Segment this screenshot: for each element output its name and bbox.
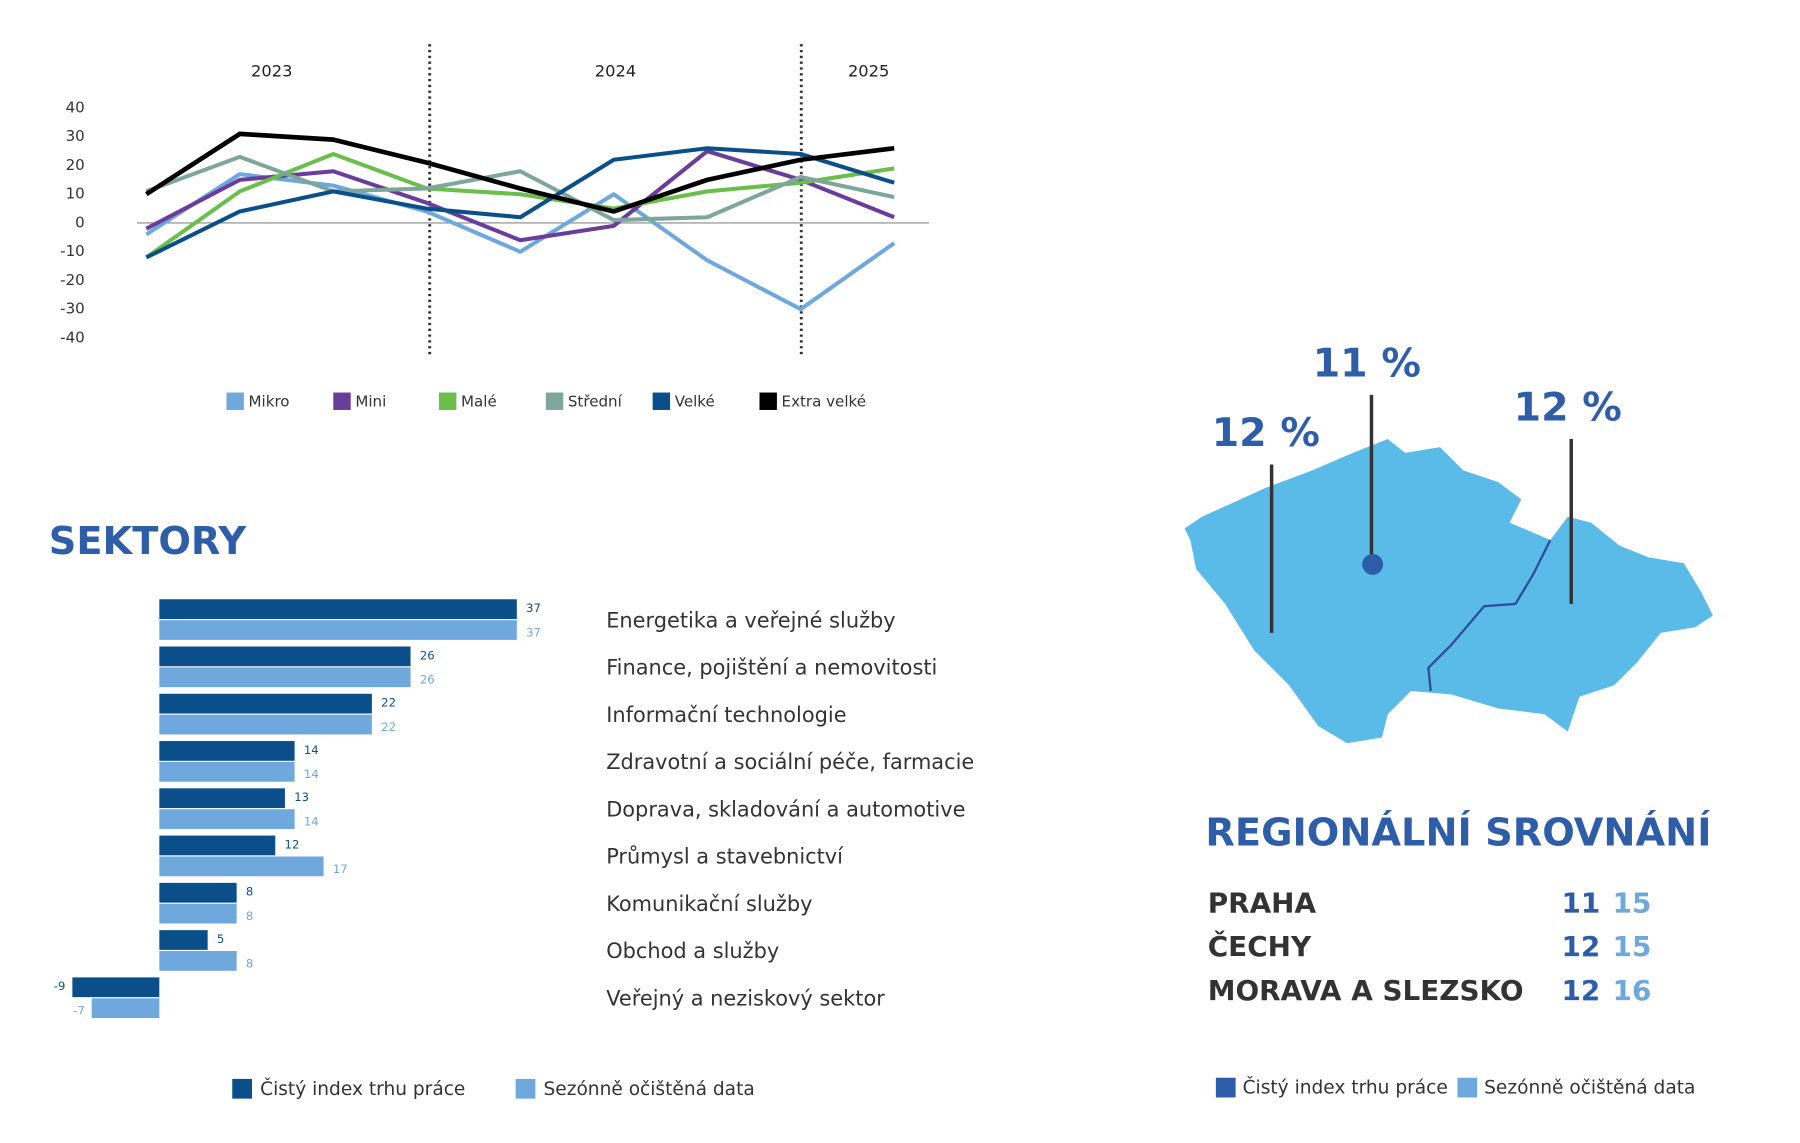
region-value: 16 [1613, 974, 1652, 1007]
legend-label: Mini [355, 392, 386, 410]
legend-swatch [226, 392, 244, 410]
y-tick-label: -10 [60, 242, 85, 260]
legend-label: Malé [461, 392, 497, 410]
bar [159, 930, 208, 950]
map [1184, 438, 1713, 744]
bar [159, 951, 237, 971]
legend-swatch [333, 392, 351, 410]
value-label: 13 [294, 790, 309, 804]
bar [159, 788, 285, 809]
legend-swatch [759, 392, 777, 410]
bar [72, 977, 160, 998]
line [145, 154, 895, 223]
category-label: Zdravotní a sociální péče, farmacie [606, 750, 974, 774]
legend-label: Střední [568, 392, 623, 410]
legend-label: Sezónně očištěná data [1484, 1078, 1695, 1099]
y-tick-label: -40 [60, 328, 85, 346]
year-label: 2025 [848, 62, 889, 81]
legend-label: Mikro [249, 392, 290, 410]
category-label: Obchod a služby [606, 939, 779, 963]
category-label: Finance, pojištění a nemovitosti [606, 656, 937, 680]
value-label: 37 [526, 601, 541, 615]
legend-label: Extra velké [782, 392, 866, 410]
region-value: 12 [1561, 974, 1600, 1007]
pointer-dot [1362, 553, 1384, 575]
category-label: Informační technologie [606, 703, 846, 727]
category-label: Doprava, skladování a automotive [606, 797, 965, 821]
value-label: 26 [420, 673, 435, 687]
map-border [1427, 539, 1552, 692]
value-label: 14 [304, 743, 319, 757]
y-tick-label: -20 [60, 271, 85, 289]
legend-swatch [438, 392, 457, 410]
line [145, 151, 895, 260]
value-label: 26 [420, 648, 435, 662]
region-name: ČECHY [1208, 929, 1312, 963]
y-tick-label: 20 [66, 156, 85, 174]
bar [159, 903, 237, 924]
line [145, 131, 895, 214]
year-label: 2023 [251, 62, 292, 81]
region-value: 11 [1561, 887, 1600, 920]
legend-label: Čistý index trhu práce [1243, 1075, 1448, 1099]
y-tick-label: 0 [75, 213, 85, 231]
year-label: 2024 [595, 62, 636, 81]
value-label: 8 [246, 909, 253, 923]
region-value: 15 [1613, 930, 1652, 963]
y-tick-label: -30 [60, 300, 85, 318]
bar [159, 835, 276, 856]
legend-swatch [232, 1078, 252, 1099]
bar [159, 761, 295, 782]
legend-swatch [652, 392, 671, 410]
region-name: PRAHA [1208, 887, 1317, 920]
y-tick-label: 40 [66, 99, 85, 117]
bar [159, 714, 372, 735]
value-label: 5 [217, 932, 224, 946]
bar [159, 741, 295, 761]
y-tick-label: 10 [66, 185, 85, 203]
bar [159, 599, 517, 619]
map-label: 12 % [1514, 384, 1622, 430]
value-label: 14 [304, 815, 319, 829]
chart-title: SEKTORY [49, 519, 248, 564]
legend-label: Čistý index trhu práce [260, 1076, 465, 1100]
category-label: Průmysl a stavebnictví [606, 845, 844, 869]
region-value: 15 [1613, 887, 1652, 920]
value-label: 8 [246, 956, 253, 970]
value-label: 22 [381, 720, 396, 734]
line [145, 146, 895, 260]
value-label: 14 [304, 767, 319, 781]
region-name: MORAVA A SLEZSKO [1208, 974, 1524, 1007]
map-label: 12 % [1212, 410, 1320, 456]
category-label: Energetika a veřejné služby [606, 608, 895, 632]
value-label: 22 [381, 696, 396, 710]
map-label: 11 % [1313, 340, 1421, 386]
bar [159, 693, 372, 714]
bar [159, 646, 411, 667]
category-label: Veřejný a neziskový sektor [606, 986, 885, 1010]
bar [91, 998, 160, 1019]
category-label: Komunikační služby [606, 892, 812, 916]
legend-swatch [1457, 1077, 1478, 1098]
value-label: 12 [285, 837, 300, 851]
bar [159, 882, 237, 903]
legend-swatch [545, 392, 564, 410]
bar [159, 809, 295, 829]
value-label: 37 [526, 625, 541, 639]
bar [159, 667, 411, 688]
legend-label: Velké [675, 392, 715, 410]
legend-swatch [1215, 1077, 1236, 1098]
value-label: 17 [333, 862, 348, 876]
legend-label: Sezónně očištěná data [543, 1079, 754, 1100]
legend-swatch [515, 1078, 536, 1099]
bar [159, 620, 517, 640]
region-value: 12 [1561, 930, 1600, 963]
bar [159, 856, 324, 877]
value-label: 8 [246, 885, 253, 899]
y-tick-label: 30 [66, 127, 85, 145]
section-title: REGIONÁLNÍ SROVNÁNÍ [1205, 809, 1711, 856]
value-label: -7 [73, 1004, 85, 1018]
value-label: -9 [54, 979, 66, 993]
